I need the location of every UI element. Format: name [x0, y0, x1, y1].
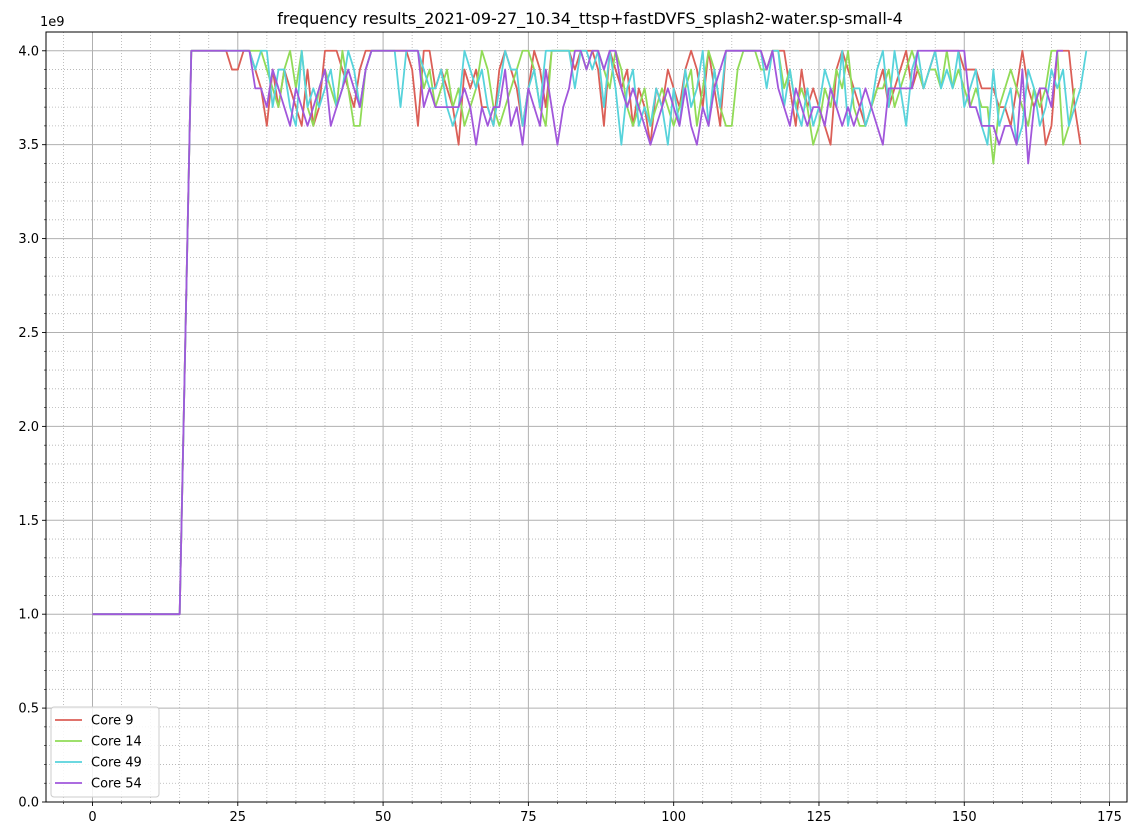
- y-tick-label: 2.5: [18, 326, 39, 341]
- y-tick-label: 0.0: [18, 796, 39, 811]
- legend: Core 9 Core 14 Core 49 Core 54: [50, 706, 160, 798]
- legend-label: Core 54: [91, 777, 142, 792]
- x-tick-label: 175: [1097, 810, 1122, 825]
- y-tick-label: 4.0: [18, 44, 39, 59]
- y-tick-label: 3.0: [18, 232, 39, 247]
- legend-box: [50, 706, 160, 798]
- chart-title: frequency results_2021-09-27_10.34_ttsp+…: [277, 9, 903, 29]
- x-tick-label: 150: [952, 810, 977, 825]
- legend-label: Core 9: [91, 714, 134, 729]
- x-tick-label: 50: [375, 810, 392, 825]
- y-tick-label: 2.0: [18, 420, 39, 435]
- series-line-core-54: [92, 49, 1064, 616]
- y-offset-label: 1e9: [40, 15, 65, 30]
- legend-label: Core 49: [91, 756, 142, 771]
- y-tick-label: 1.0: [18, 608, 39, 623]
- x-tick-label: 0: [88, 810, 96, 825]
- minor-grid: [46, 32, 1127, 802]
- x-tick-label: 25: [230, 810, 247, 825]
- x-tick-label: 75: [520, 810, 537, 825]
- y-tick-label: 3.5: [18, 138, 39, 153]
- x-tick-label: 125: [807, 810, 832, 825]
- y-tick-label: 0.5: [18, 702, 39, 717]
- x-axis: 0 25 50 75 100 125 150 175: [63, 802, 1122, 825]
- y-tick-label: 1.5: [18, 514, 39, 529]
- legend-label: Core 14: [91, 735, 142, 750]
- y-axis: 0.0 0.5 1.0 1.5 2.0 2.5 3.0 3.5 4.0: [18, 44, 46, 811]
- series-layer: [92, 49, 1088, 616]
- x-tick-label: 100: [661, 810, 686, 825]
